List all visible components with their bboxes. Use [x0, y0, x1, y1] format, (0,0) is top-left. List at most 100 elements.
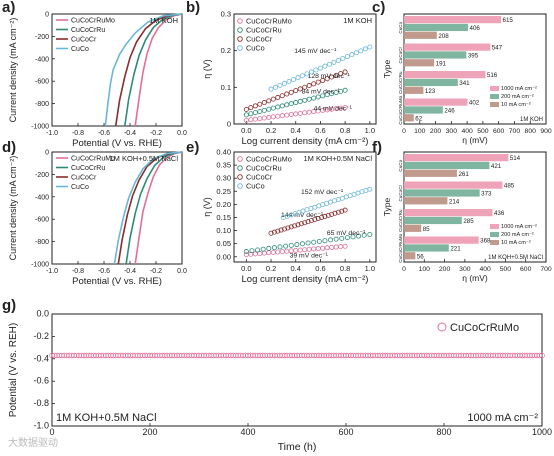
y-tick-label: 0.05 — [216, 239, 231, 248]
data-point — [324, 245, 330, 251]
bar — [404, 59, 435, 67]
data-point — [288, 224, 294, 230]
data-point — [306, 96, 312, 102]
legend-label: CuCoCr — [71, 37, 97, 44]
y-axis-label: Potential (V vs. REH) — [8, 323, 19, 417]
data-point — [252, 116, 258, 122]
y-axis-label: η (V) — [202, 197, 212, 217]
slope-label: 144 mV dec⁻¹ — [281, 212, 324, 219]
data-point — [302, 97, 308, 103]
series-line-CuCoCr — [114, 13, 183, 127]
plot-frame — [233, 151, 377, 263]
panel-label: a) — [2, 0, 15, 16]
data-point — [304, 71, 310, 77]
y-tick-label: 0.30 — [216, 174, 231, 183]
data-point — [285, 225, 291, 231]
data-point — [328, 237, 334, 243]
data-point — [299, 241, 305, 247]
legend-label: CuCoCrRuMo — [450, 322, 519, 334]
data-point — [275, 228, 281, 234]
bar — [404, 169, 457, 177]
legend-label: CuCo — [246, 182, 265, 191]
data-point — [286, 79, 292, 85]
x-tick-label: 1000 — [532, 427, 552, 437]
data-point — [284, 112, 290, 118]
data-point — [315, 79, 321, 85]
data-point — [266, 250, 272, 256]
y-tick-label: 0.40 — [216, 148, 231, 157]
data-point — [311, 246, 317, 252]
data-point — [249, 248, 255, 254]
bar-value-label: 516 — [487, 72, 498, 79]
x-tick-label: 1.0 — [365, 264, 375, 273]
data-point — [536, 352, 543, 359]
data-point — [268, 230, 274, 236]
y-tick-label: -800 — [35, 239, 49, 246]
x-tick-label: 0 — [402, 266, 406, 273]
data-point — [273, 84, 279, 90]
data-point — [333, 236, 339, 242]
bar-value-label: 85 — [423, 226, 430, 233]
y-tick-label: -1000 — [31, 124, 49, 131]
x-tick-label: 0.2 — [266, 264, 276, 273]
slope-label: 152 mV dec⁻¹ — [301, 189, 344, 196]
data-point — [294, 242, 300, 248]
bar-value-label: 62 — [415, 115, 422, 122]
legend-label: CuCoCrRu — [246, 164, 282, 173]
data-point — [293, 88, 299, 94]
data-point — [248, 111, 254, 117]
legend-label: CuCo — [246, 44, 265, 53]
x-tick-label: 200 — [142, 427, 157, 437]
category-label: CuCoCr — [398, 46, 403, 63]
category-label: CuCoCrRu — [398, 71, 403, 94]
data-point — [270, 105, 276, 111]
data-point — [279, 113, 285, 119]
data-point — [339, 208, 345, 214]
electrolyte-annotation: 1M KOH — [343, 16, 372, 25]
slope-label: 84 mV dec⁻¹ — [302, 89, 341, 96]
bar — [404, 209, 493, 217]
panel-label: f) — [372, 139, 382, 156]
data-point — [306, 109, 312, 115]
bar-value-label: 191 — [436, 60, 447, 67]
y-tick-label: -400 — [35, 56, 49, 63]
data-point — [260, 246, 266, 252]
data-point — [302, 84, 308, 90]
data-point — [325, 212, 331, 218]
data-point — [342, 87, 348, 93]
x-tick-label: 100 — [414, 128, 426, 135]
y-tick-label: 0.0 — [36, 309, 49, 319]
data-point — [324, 92, 330, 98]
data-point — [315, 216, 321, 222]
x-axis-label: η (mV) — [462, 135, 488, 145]
data-point — [338, 71, 344, 77]
bar-value-label: 246 — [444, 108, 455, 115]
electrolyte-annotation: 1M KOH+0.5M NaCl — [56, 412, 157, 424]
y-tick-label: 0.15 — [216, 213, 231, 222]
data-point — [248, 105, 254, 111]
y-tick-label: 0.20 — [216, 200, 231, 209]
data-point — [270, 96, 276, 102]
legend-marker — [437, 322, 447, 332]
legend-swatch — [490, 94, 499, 99]
data-point — [333, 244, 339, 250]
bar-value-label: 373 — [481, 191, 492, 198]
x-tick-label: -0.4 — [124, 268, 136, 275]
y-tick-label: 0.3 — [221, 10, 231, 19]
data-point — [308, 218, 314, 224]
bar — [404, 197, 448, 205]
y-axis-label: η (V) — [202, 59, 212, 79]
bar-value-label: 514 — [510, 155, 521, 162]
x-tick-label: -1.0 — [46, 268, 58, 275]
data-point — [302, 110, 308, 116]
data-point — [539, 352, 545, 359]
plot-frame — [403, 151, 547, 263]
data-point — [311, 81, 317, 87]
electrolyte-annotation: 1M KOH — [149, 16, 178, 25]
legend-label: 200 mA cm⁻² — [501, 232, 534, 238]
panel-label: d) — [2, 139, 16, 156]
data-point — [261, 107, 267, 113]
data-point — [306, 246, 312, 252]
data-point — [243, 112, 249, 118]
legend-label: CuCo — [71, 46, 89, 53]
